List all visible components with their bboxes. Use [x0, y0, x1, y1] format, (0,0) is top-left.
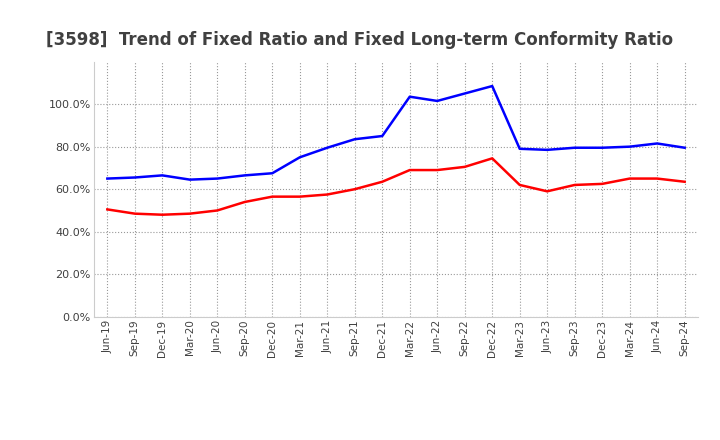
Fixed Ratio: [378, 133, 387, 139]
Fixed Ratio: [433, 98, 441, 103]
Fixed Long-term Conformity Ratio: [186, 211, 194, 216]
Line: Fixed Ratio: Fixed Ratio: [107, 86, 685, 180]
Fixed Long-term Conformity Ratio: [268, 194, 276, 199]
Fixed Long-term Conformity Ratio: [103, 207, 112, 212]
Fixed Long-term Conformity Ratio: [516, 182, 524, 187]
Fixed Ratio: [351, 136, 359, 142]
Fixed Ratio: [653, 141, 662, 146]
Fixed Long-term Conformity Ratio: [460, 164, 469, 169]
Fixed Ratio: [626, 144, 634, 149]
Fixed Ratio: [680, 145, 689, 150]
Line: Fixed Long-term Conformity Ratio: Fixed Long-term Conformity Ratio: [107, 158, 685, 215]
Fixed Ratio: [295, 154, 304, 160]
Fixed Ratio: [186, 177, 194, 182]
Fixed Ratio: [488, 84, 497, 89]
Fixed Ratio: [570, 145, 579, 150]
Fixed Ratio: [158, 173, 166, 178]
Fixed Long-term Conformity Ratio: [433, 168, 441, 173]
Fixed Long-term Conformity Ratio: [680, 179, 689, 184]
Fixed Long-term Conformity Ratio: [598, 181, 606, 187]
Fixed Ratio: [268, 171, 276, 176]
Fixed Long-term Conformity Ratio: [213, 208, 222, 213]
Fixed Long-term Conformity Ratio: [158, 212, 166, 217]
Fixed Long-term Conformity Ratio: [626, 176, 634, 181]
Fixed Ratio: [213, 176, 222, 181]
Fixed Ratio: [543, 147, 552, 153]
Fixed Long-term Conformity Ratio: [653, 176, 662, 181]
Fixed Ratio: [103, 176, 112, 181]
Fixed Long-term Conformity Ratio: [488, 156, 497, 161]
Fixed Ratio: [240, 173, 249, 178]
Fixed Long-term Conformity Ratio: [240, 199, 249, 205]
Fixed Ratio: [460, 91, 469, 96]
Fixed Ratio: [405, 94, 414, 99]
Fixed Long-term Conformity Ratio: [295, 194, 304, 199]
Fixed Long-term Conformity Ratio: [405, 168, 414, 173]
Fixed Long-term Conformity Ratio: [323, 192, 332, 197]
Fixed Long-term Conformity Ratio: [570, 182, 579, 187]
Fixed Long-term Conformity Ratio: [543, 189, 552, 194]
Fixed Ratio: [516, 146, 524, 151]
Fixed Long-term Conformity Ratio: [351, 187, 359, 192]
Fixed Ratio: [130, 175, 139, 180]
Fixed Ratio: [598, 145, 606, 150]
Text: [3598]  Trend of Fixed Ratio and Fixed Long-term Conformity Ratio: [3598] Trend of Fixed Ratio and Fixed Lo…: [46, 31, 674, 49]
Fixed Long-term Conformity Ratio: [378, 179, 387, 184]
Fixed Ratio: [323, 145, 332, 150]
Fixed Long-term Conformity Ratio: [130, 211, 139, 216]
